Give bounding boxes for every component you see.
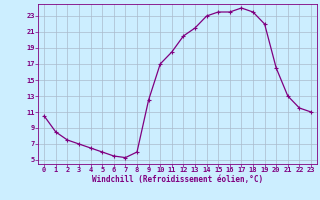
X-axis label: Windchill (Refroidissement éolien,°C): Windchill (Refroidissement éolien,°C) [92,175,263,184]
